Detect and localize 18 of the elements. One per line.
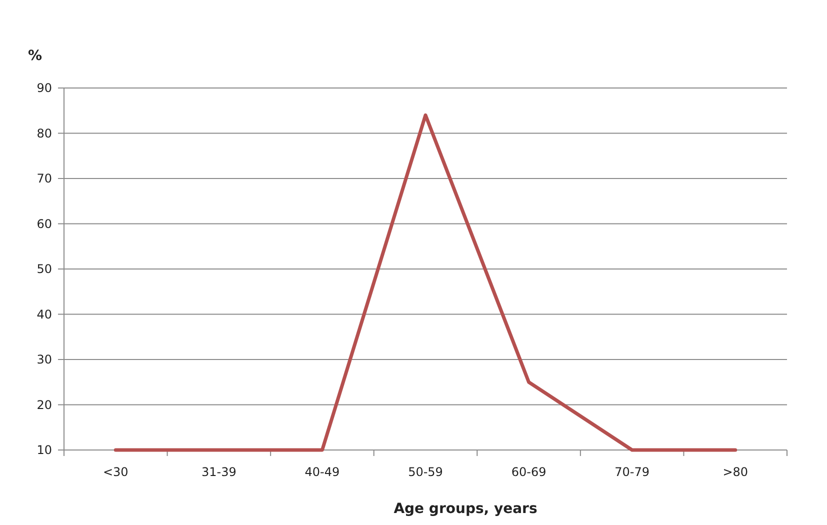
x-tick-label: 31-39 [201,465,236,479]
y-axis-title: % [28,48,42,64]
y-tick-label: 50 [36,262,52,276]
y-tick-label: 60 [36,216,52,231]
x-tick-label: >80 [722,465,748,479]
x-tick-label: 70-79 [614,465,650,479]
x-tick-label: <30 [102,465,128,479]
y-tick-label: 20 [36,398,52,412]
y-tick-label: 30 [36,352,52,367]
y-tick-label: 70 [36,172,52,186]
x-tick-label: 60-69 [511,465,546,479]
x-tick-label: 40-49 [304,465,340,479]
y-tick-label: 40 [36,307,52,322]
y-tick-label: 80 [36,126,52,140]
x-axis-title: Age groups, years [394,501,538,517]
y-tick-label: 90 [36,81,52,96]
y-tick-label: 10 [36,443,52,458]
x-tick-label: 50-59 [408,465,443,479]
